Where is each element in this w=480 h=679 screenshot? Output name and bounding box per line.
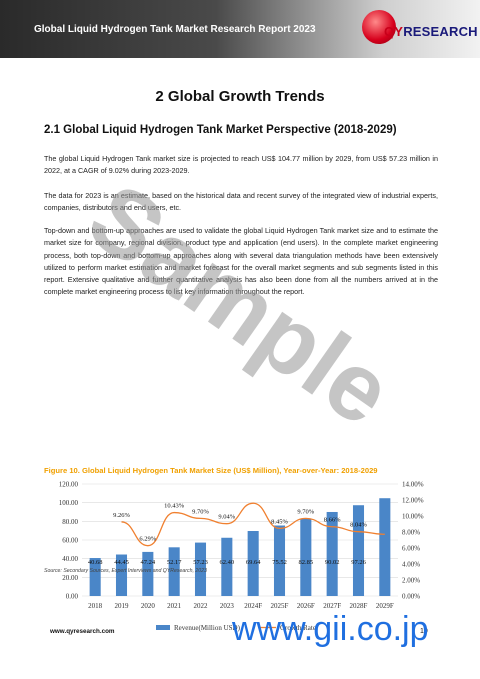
legend-revenue-swatch — [156, 625, 170, 630]
revenue-bar — [221, 537, 233, 596]
bar-data-label: 82.85 — [299, 559, 314, 566]
bar-data-label: 40.68 — [88, 559, 103, 566]
x-tick-label: 2024F — [244, 602, 262, 610]
revenue-bar — [379, 498, 391, 596]
report-title: Global Liquid Hydrogen Tank Market Resea… — [34, 24, 316, 35]
bar-data-label: 57.23 — [193, 559, 208, 566]
x-tick-label: 2018 — [88, 602, 103, 610]
report-header: Global Liquid Hydrogen Tank Market Resea… — [0, 0, 480, 58]
y-right-tick-label: 10.00% — [402, 513, 424, 521]
x-tick-label: 2021 — [167, 602, 182, 610]
growth-data-label: 8.45% — [271, 518, 288, 525]
globe-icon — [362, 10, 396, 44]
revenue-bar — [89, 558, 101, 596]
revenue-bar — [300, 518, 312, 596]
revenue-bar — [326, 511, 338, 596]
y-right-tick-label: 2.00% — [402, 577, 420, 585]
logo-text-main: QY — [384, 24, 404, 39]
y-right-tick-label: 4.00% — [402, 561, 420, 569]
y-right-tick-label: 8.00% — [402, 529, 420, 537]
y-left-tick-label: 40.00 — [62, 555, 78, 563]
legend-growth-label: Growth Rate — [280, 624, 316, 632]
x-tick-label: 2026F — [297, 602, 315, 610]
growth-data-label: 9.70% — [297, 508, 314, 515]
x-tick-label: 2029F — [376, 602, 394, 610]
source-note: Source: Secondary Sources, Expert Interv… — [44, 568, 207, 574]
bar-data-label: 47.24 — [141, 559, 156, 566]
paragraph-1: The global Liquid Hydrogen Tank market s… — [44, 154, 438, 176]
y-left-tick-label: 0.00 — [66, 593, 79, 601]
y-right-tick-label: 12.00% — [402, 497, 424, 505]
footer-url[interactable]: www.qyresearch.com — [50, 628, 115, 635]
x-tick-label: 2025F — [271, 602, 289, 610]
x-tick-label: 2022 — [194, 602, 209, 610]
x-tick-label: 2027F — [323, 602, 341, 610]
market-size-chart: 40.68 44.45 47.24 52.17 57.23 62.40 69.64 75.52… — [59, 481, 424, 633]
growth-data-label: 8.66% — [324, 517, 341, 524]
page-number: 10 — [420, 628, 428, 635]
qyresearch-logo: QYRESEARCH — [362, 10, 478, 50]
y-left-tick-label: 80.00 — [62, 518, 78, 526]
y-right-tick-label: 6.00% — [402, 545, 420, 553]
logo-text-sub: RESEARCH — [403, 24, 478, 39]
growth-data-label: 9.70% — [192, 508, 209, 515]
y-left-tick-label: 100.00 — [59, 499, 79, 507]
revenue-bar — [142, 551, 154, 596]
bar-data-label: 62.40 — [220, 559, 235, 566]
revenue-bar — [168, 547, 180, 596]
figure-caption: Figure 10. Global Liquid Hydrogen Tank M… — [44, 466, 378, 475]
paragraph-3: Top-down and bottom-up approaches are us… — [44, 226, 438, 297]
subsection-title: 2.1 Global Liquid Hydrogen Tank Market P… — [44, 124, 397, 136]
revenue-bar — [247, 531, 259, 596]
growth-data-label: 10.43% — [164, 503, 185, 510]
bar-data-label: 97.26 — [351, 559, 366, 566]
x-tick-label: 2020 — [141, 602, 156, 610]
legend-revenue-label: Revenue(Million USD) — [174, 624, 241, 632]
section-title: 2 Global Growth Trends — [155, 88, 325, 105]
paragraph-2: The data for 2023 is an estimate, based … — [44, 191, 438, 213]
y-right-tick-label: 0.00% — [402, 593, 420, 601]
revenue-bar — [273, 525, 286, 596]
revenue-bar — [352, 505, 365, 596]
growth-rate-line — [121, 502, 385, 547]
bar-data-label: 69.64 — [246, 559, 261, 566]
bar-data-label: 44.45 — [114, 559, 129, 566]
x-tick-label: 2023 — [220, 602, 235, 610]
y-left-tick-label: 120.00 — [59, 481, 79, 489]
x-tick-label: 2028F — [350, 602, 368, 610]
growth-data-label: 6.29% — [139, 536, 156, 543]
y-left-tick-label: 20.00 — [62, 574, 78, 582]
bar-data-label: 52.17 — [167, 559, 182, 566]
growth-data-label: 9.26% — [113, 512, 130, 519]
revenue-bar — [194, 542, 207, 596]
y-right-tick-label: 14.00% — [402, 481, 424, 489]
gii-watermark: www.gii.co.jp — [232, 610, 429, 648]
y-left-tick-label: 60.00 — [62, 537, 78, 545]
growth-data-label: 9.04% — [218, 514, 235, 521]
bar-data-label: 90.02 — [325, 559, 340, 566]
x-tick-label: 2019 — [115, 602, 130, 610]
revenue-bar — [115, 554, 128, 596]
bar-data-label: 75.52 — [272, 559, 287, 566]
growth-data-label: 8.04% — [350, 522, 367, 529]
